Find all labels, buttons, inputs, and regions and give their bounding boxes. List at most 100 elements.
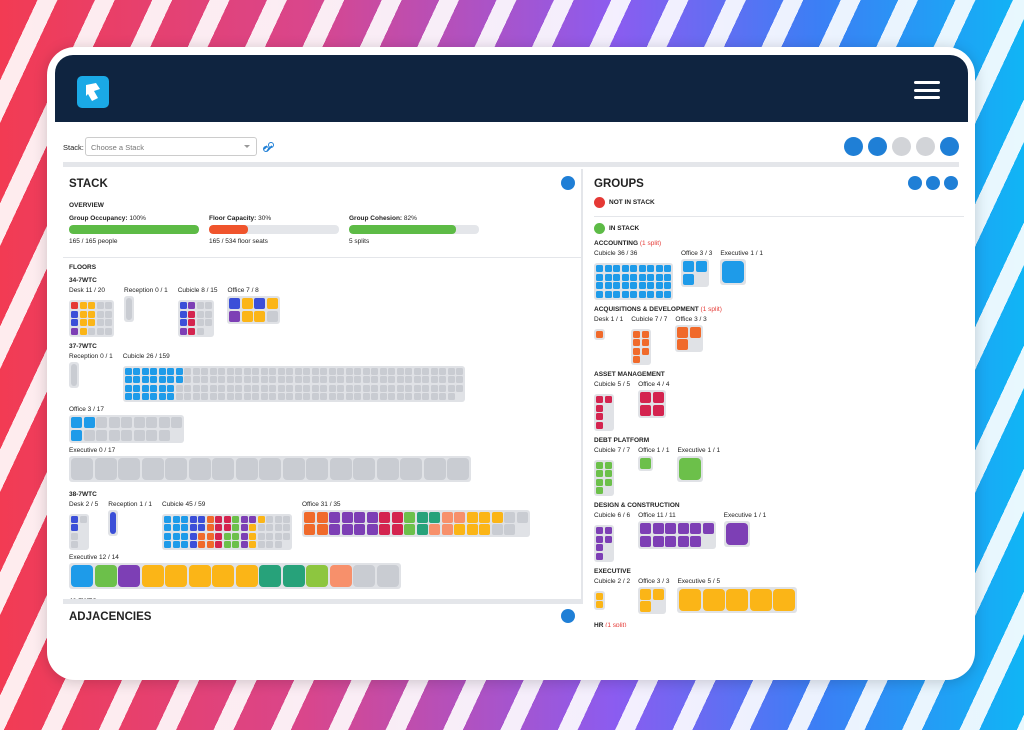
empty-seat <box>447 367 455 375</box>
seat <box>677 535 689 547</box>
seat <box>640 535 652 547</box>
empty-seat <box>171 417 182 428</box>
empty-seat <box>196 302 204 309</box>
stack-select[interactable]: Choose a Stack <box>85 137 257 156</box>
seat <box>249 541 256 548</box>
space: Desk 2 / 5 <box>69 501 98 550</box>
empty-seat <box>209 376 217 383</box>
seat <box>141 384 149 392</box>
seat <box>429 511 440 523</box>
space: Cubicle 26 / 159 <box>122 353 466 402</box>
seat <box>604 396 612 403</box>
empty-seat <box>277 367 285 375</box>
space-label: Executive 1 / 1 <box>723 512 767 519</box>
seat <box>282 565 305 587</box>
seat <box>172 515 180 523</box>
group-name-row: ACQUISITIONS & DEVELOPMENT (1 split) <box>594 306 964 313</box>
seat <box>167 393 175 400</box>
space: Cubicle 7 / 7 <box>594 447 630 496</box>
undo-button[interactable] <box>868 137 887 156</box>
empty-seat <box>354 376 362 383</box>
seat <box>206 532 214 540</box>
empty-seat <box>337 393 345 400</box>
seat <box>179 302 187 309</box>
seat-box <box>69 513 89 550</box>
seat <box>71 524 78 531</box>
space-label: Cubicle 2 / 2 <box>594 577 631 585</box>
space: Desk 1 / 1 <box>594 316 623 366</box>
save-button[interactable] <box>940 137 959 156</box>
edit-adjacencies-button[interactable] <box>561 609 575 623</box>
empty-seat <box>133 429 145 441</box>
empty-seat <box>243 367 251 375</box>
redo-button[interactable] <box>892 137 911 156</box>
seat <box>71 565 93 587</box>
seat <box>235 565 258 587</box>
seat <box>604 273 612 281</box>
seat <box>454 524 465 535</box>
empty-seat <box>96 417 107 428</box>
metric-detail: 165 / 534 floor seats <box>209 238 268 245</box>
seat <box>198 532 205 540</box>
space: Office 7 / 8 <box>227 287 280 337</box>
seat <box>630 273 637 281</box>
seat <box>630 265 637 272</box>
seat <box>665 523 677 534</box>
seat <box>215 541 222 548</box>
seat <box>304 524 315 535</box>
empty-seat <box>447 393 455 400</box>
logo[interactable] <box>77 76 109 108</box>
edit-stack-button[interactable] <box>561 176 575 190</box>
seat <box>175 367 183 375</box>
space: Cubicle 36 / 36 <box>594 250 673 300</box>
edit-button[interactable] <box>844 137 863 156</box>
seat <box>71 302 78 309</box>
empty-seat <box>303 393 311 400</box>
seat <box>604 290 612 298</box>
search-button[interactable] <box>908 176 922 190</box>
seat <box>416 511 428 523</box>
empty-seat <box>108 429 120 441</box>
empty-seat <box>362 376 370 383</box>
menu-button[interactable] <box>914 81 940 99</box>
empty-seat <box>184 376 192 383</box>
seat <box>259 565 281 587</box>
group-name-row: HR (1 split) <box>594 622 964 628</box>
empty-seat <box>456 384 464 392</box>
seat <box>596 592 603 600</box>
progress-bar <box>209 225 248 234</box>
empty-seat <box>456 367 464 375</box>
seat <box>71 319 78 326</box>
empty-seat <box>226 384 234 392</box>
floors: FLOORS 34-7WTC Desk 11 / 20 Reception 0 / … <box>69 264 579 599</box>
seat <box>690 535 702 547</box>
idea-button[interactable] <box>916 137 935 156</box>
empty-seat <box>83 429 95 441</box>
group: DESIGN & CONSTRUCTION Cubicle 6 / 6 Office… <box>594 502 964 562</box>
seat-box <box>227 296 280 324</box>
progress-bar <box>349 225 456 234</box>
empty-seat <box>192 367 200 375</box>
empty-seat <box>212 457 234 480</box>
seat <box>206 515 214 523</box>
link-icon[interactable] <box>262 141 275 153</box>
empty-seat <box>354 367 362 375</box>
empty-seat <box>192 376 200 383</box>
empty-seat <box>158 429 170 441</box>
empty-seat <box>108 417 120 428</box>
seat-box <box>177 300 215 337</box>
sort-button[interactable] <box>926 176 940 190</box>
empty-seat <box>260 367 268 375</box>
seat-box <box>677 455 704 482</box>
seat <box>232 515 239 523</box>
seat <box>702 523 714 534</box>
group: ASSET MANAGEMENT Cubicle 5 / 5 Office 4 / … <box>594 371 964 431</box>
seat <box>641 339 649 346</box>
group-name-row: EXECUTIVE <box>594 568 964 575</box>
metric-value: 82% <box>403 215 417 222</box>
edit-groups-button[interactable] <box>944 176 958 190</box>
seat <box>94 565 117 587</box>
seat <box>596 527 603 534</box>
seat <box>633 356 641 363</box>
